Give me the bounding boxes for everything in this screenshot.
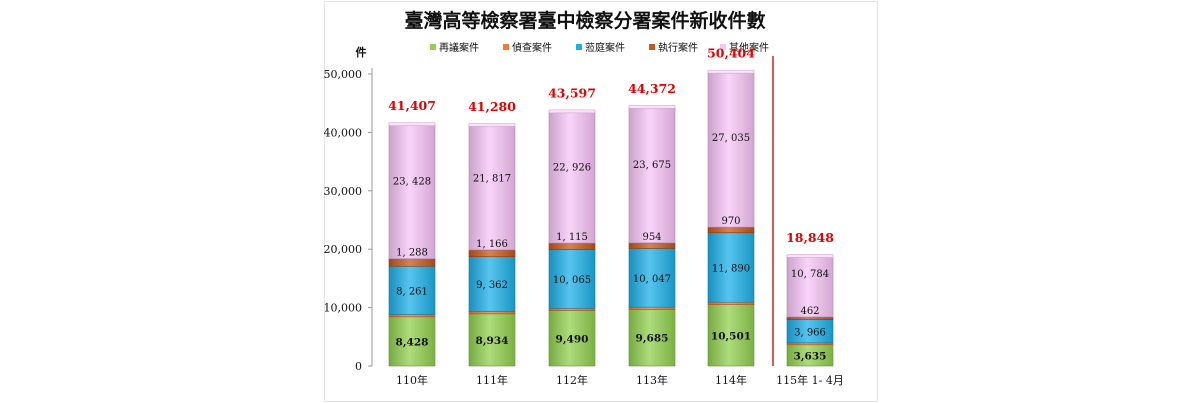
bar-segment	[548, 249, 596, 309]
total-label: 44,372	[628, 81, 676, 96]
bar-segment	[388, 123, 436, 260]
bar-cap	[388, 122, 436, 126]
y-tick-label: 20,000	[324, 243, 363, 256]
x-tick-label: 114年	[715, 373, 747, 387]
total-label: 18,848	[786, 230, 834, 245]
x-tick-label: 110年	[396, 373, 428, 387]
total-label: 41,407	[388, 98, 436, 113]
data-label: 10, 065	[553, 275, 591, 286]
data-label: 954	[642, 232, 661, 243]
data-label: 8,934	[476, 335, 509, 347]
data-label: 8,428	[396, 336, 429, 348]
bar-cap	[548, 109, 596, 114]
data-label: 11, 890	[712, 264, 750, 275]
legend-swatch	[720, 44, 726, 50]
y-axis-label: 件	[356, 45, 367, 59]
bar-segment	[628, 242, 676, 249]
bar-segment	[548, 111, 596, 244]
legend-entry: 執行案件	[658, 41, 698, 54]
bar-cap	[707, 69, 755, 74]
bar-segment	[707, 226, 755, 234]
data-label: 10, 784	[791, 269, 829, 280]
bar-segment	[468, 124, 516, 251]
data-label: 23, 675	[633, 160, 671, 171]
data-label: 8, 261	[396, 286, 428, 297]
bar-segment	[707, 232, 755, 303]
bar-cap	[628, 105, 676, 109]
y-tick-label: 0	[355, 360, 362, 373]
y-tick-label: 50,000	[324, 68, 363, 81]
data-label: 970	[721, 216, 740, 227]
data-label: 10,501	[711, 330, 751, 342]
bar-segment	[548, 310, 596, 367]
bar-segment	[468, 311, 516, 315]
data-label: 21, 817	[473, 173, 511, 184]
bar-segment	[628, 306, 676, 310]
legend-swatch	[430, 44, 436, 50]
data-label: 1, 166	[476, 239, 508, 250]
data-label: 10, 047	[633, 274, 671, 285]
bar-cap	[468, 123, 516, 127]
data-label: 27, 035	[712, 133, 750, 144]
legend-entry: 其他案件	[729, 41, 769, 54]
y-tick-label: 10,000	[324, 302, 363, 315]
data-label: 9, 362	[476, 280, 508, 291]
x-tick-label: 111年	[476, 373, 508, 387]
bar-segment	[628, 309, 676, 367]
y-tick-label: 30,000	[324, 185, 363, 198]
bar-segment	[628, 106, 676, 244]
x-tick-label: 115年 1- 4月	[776, 373, 844, 387]
bar-segment	[388, 314, 436, 318]
legend-entry: 再議案件	[439, 41, 479, 54]
bar-segment	[786, 255, 834, 318]
data-label: 3, 966	[794, 327, 826, 338]
legend-swatch	[649, 44, 655, 50]
x-tick-label: 112年	[556, 373, 588, 387]
bar-segment	[388, 258, 436, 267]
data-label: 22, 926	[553, 163, 591, 174]
bar-segment	[548, 242, 596, 250]
bar-segment	[707, 301, 755, 305]
bar-cap	[786, 254, 834, 258]
bar-segment	[786, 316, 834, 320]
total-label: 41,280	[468, 99, 516, 114]
bar-segment	[388, 316, 436, 367]
y-tick-label: 40,000	[324, 126, 363, 139]
chart-title: 臺灣高等檢察署臺中檢察分署案件新收件數	[404, 9, 765, 32]
x-tick-label: 113年	[636, 373, 668, 387]
bar-segment	[468, 249, 516, 258]
data-label: 1, 115	[556, 232, 588, 243]
legend-entry: 蒞庭案件	[585, 41, 625, 54]
legend-entry: 偵查案件	[512, 41, 552, 54]
legend-swatch	[576, 44, 582, 50]
data-label: 9,685	[636, 333, 669, 345]
data-label: 462	[800, 306, 819, 317]
bar-segment	[707, 71, 755, 228]
data-label: 1, 288	[396, 248, 428, 259]
total-label: 50,404	[707, 46, 755, 61]
total-label: 43,597	[548, 85, 596, 100]
bar-segment	[628, 248, 676, 308]
legend-swatch	[503, 44, 509, 50]
bar-segment	[548, 308, 596, 311]
data-label: 3,635	[794, 350, 827, 362]
data-label: 9,490	[556, 333, 589, 345]
data-label: 23, 428	[393, 177, 431, 188]
